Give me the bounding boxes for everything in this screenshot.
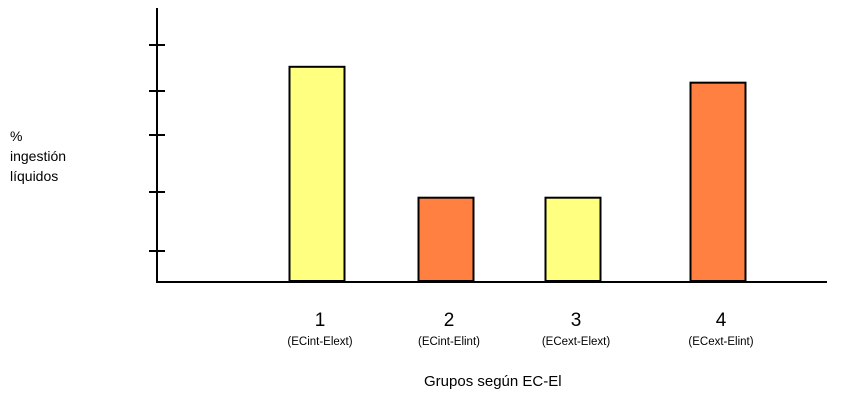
y-axis-label: % ingestión líquidos (10, 126, 66, 186)
bar-3 (544, 196, 602, 282)
y-axis-label-line-2: ingestión (10, 148, 67, 164)
x-axis-label: Grupos según EC-El (424, 373, 562, 390)
x-tick-sublabel-1: (ECint-Elext) (287, 336, 352, 348)
y-ticks-group (149, 44, 165, 252)
x-tick-sublabel-2: (ECint-Elint) (418, 336, 480, 348)
bar-2 (417, 196, 475, 282)
x-tick-sublabel-4: (ECext-Elint) (688, 336, 753, 348)
x-tick-label-2: 2 (444, 310, 455, 331)
x-tick-label-1: 1 (315, 310, 326, 331)
x-tick-label-4: 4 (716, 310, 727, 331)
y-axis-label-line-3: líquidos (10, 168, 59, 184)
y-axis-label-line-1: % (10, 128, 23, 144)
x-tick-label-3: 3 (571, 310, 582, 331)
x-tick-labels-group: 1 (ECint-Elext) 2 (ECint-Elint) 3 (ECext-Elex… (287, 310, 753, 348)
bar-4 (689, 81, 747, 282)
bar-1 (288, 65, 346, 282)
x-tick-sublabel-3: (ECext-Elext) (542, 336, 611, 348)
bars-group (288, 65, 747, 282)
